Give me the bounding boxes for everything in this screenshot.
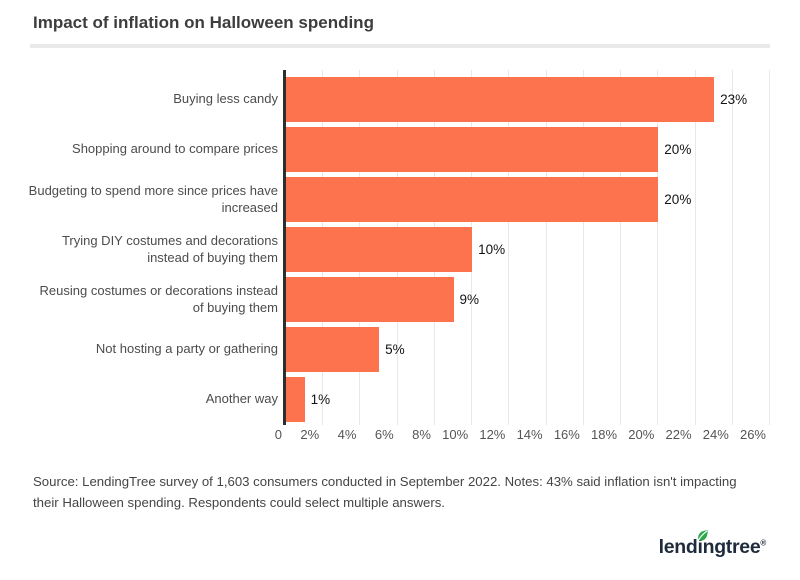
x-tick-label: 26% bbox=[739, 427, 766, 442]
value-label: 23% bbox=[720, 92, 748, 107]
x-tick-label: 20% bbox=[628, 427, 655, 442]
title-divider bbox=[30, 44, 770, 48]
category-label: Trying DIY costumes and decorations inst… bbox=[61, 232, 278, 265]
value-label: 10% bbox=[478, 242, 506, 257]
y-axis-line bbox=[283, 70, 286, 425]
x-tick-label: 10% bbox=[442, 427, 469, 442]
gridline bbox=[545, 70, 547, 425]
x-tick-label: 0 bbox=[274, 427, 282, 442]
bar bbox=[286, 327, 380, 372]
gridline bbox=[657, 70, 659, 425]
bar bbox=[286, 177, 659, 222]
x-tick-label: 14% bbox=[516, 427, 543, 442]
lendingtree-logo: lendingtree® bbox=[658, 530, 766, 559]
bar-chart: 0 2% 4% 6% 8% 10% 12% 14% 16% 18% 20% 22% 24% 26% Buyi… bbox=[28, 70, 770, 442]
gridline bbox=[769, 70, 770, 425]
x-tick-label: 8% bbox=[412, 427, 431, 442]
value-label: 20% bbox=[664, 192, 692, 207]
bar bbox=[286, 127, 659, 172]
bar bbox=[286, 277, 454, 322]
category-label: Not hosting a party or gathering bbox=[95, 341, 278, 357]
source-note: Source: LendingTree survey of 1,603 cons… bbox=[33, 474, 737, 510]
category-label: Shopping around to compare prices bbox=[72, 141, 278, 157]
chart-title: Impact of inflation on Halloween spendin… bbox=[33, 13, 374, 32]
gridline bbox=[620, 70, 622, 425]
bar bbox=[286, 227, 473, 272]
bar bbox=[286, 77, 715, 122]
value-label: 20% bbox=[664, 142, 692, 157]
value-label: 9% bbox=[459, 292, 480, 307]
gridline bbox=[508, 70, 510, 425]
value-label: 5% bbox=[385, 342, 405, 357]
category-label: Reusing costumes or decorations instead … bbox=[39, 282, 278, 315]
x-tick-label: 22% bbox=[665, 427, 692, 442]
x-tick-label: 16% bbox=[553, 427, 580, 442]
category-label: Budgeting to spend more since prices hav… bbox=[28, 182, 278, 215]
gridline bbox=[731, 70, 733, 425]
bar bbox=[286, 377, 305, 422]
x-tick-label: 12% bbox=[479, 427, 506, 442]
x-tick-label: 4% bbox=[337, 427, 357, 442]
registered-mark: ® bbox=[760, 538, 766, 548]
logo-text: lendingtree bbox=[658, 536, 761, 558]
category-label: Buying less candy bbox=[173, 91, 278, 107]
x-tick-label: 24% bbox=[702, 427, 729, 442]
x-tick-label: 18% bbox=[591, 427, 618, 442]
leaf-icon bbox=[695, 526, 710, 549]
gridline bbox=[694, 70, 696, 425]
category-label: Another way bbox=[205, 391, 278, 407]
x-tick-label: 2% bbox=[300, 427, 320, 442]
x-tick-label: 6% bbox=[374, 427, 394, 442]
value-label: 1% bbox=[310, 392, 331, 407]
gridline bbox=[582, 70, 584, 425]
